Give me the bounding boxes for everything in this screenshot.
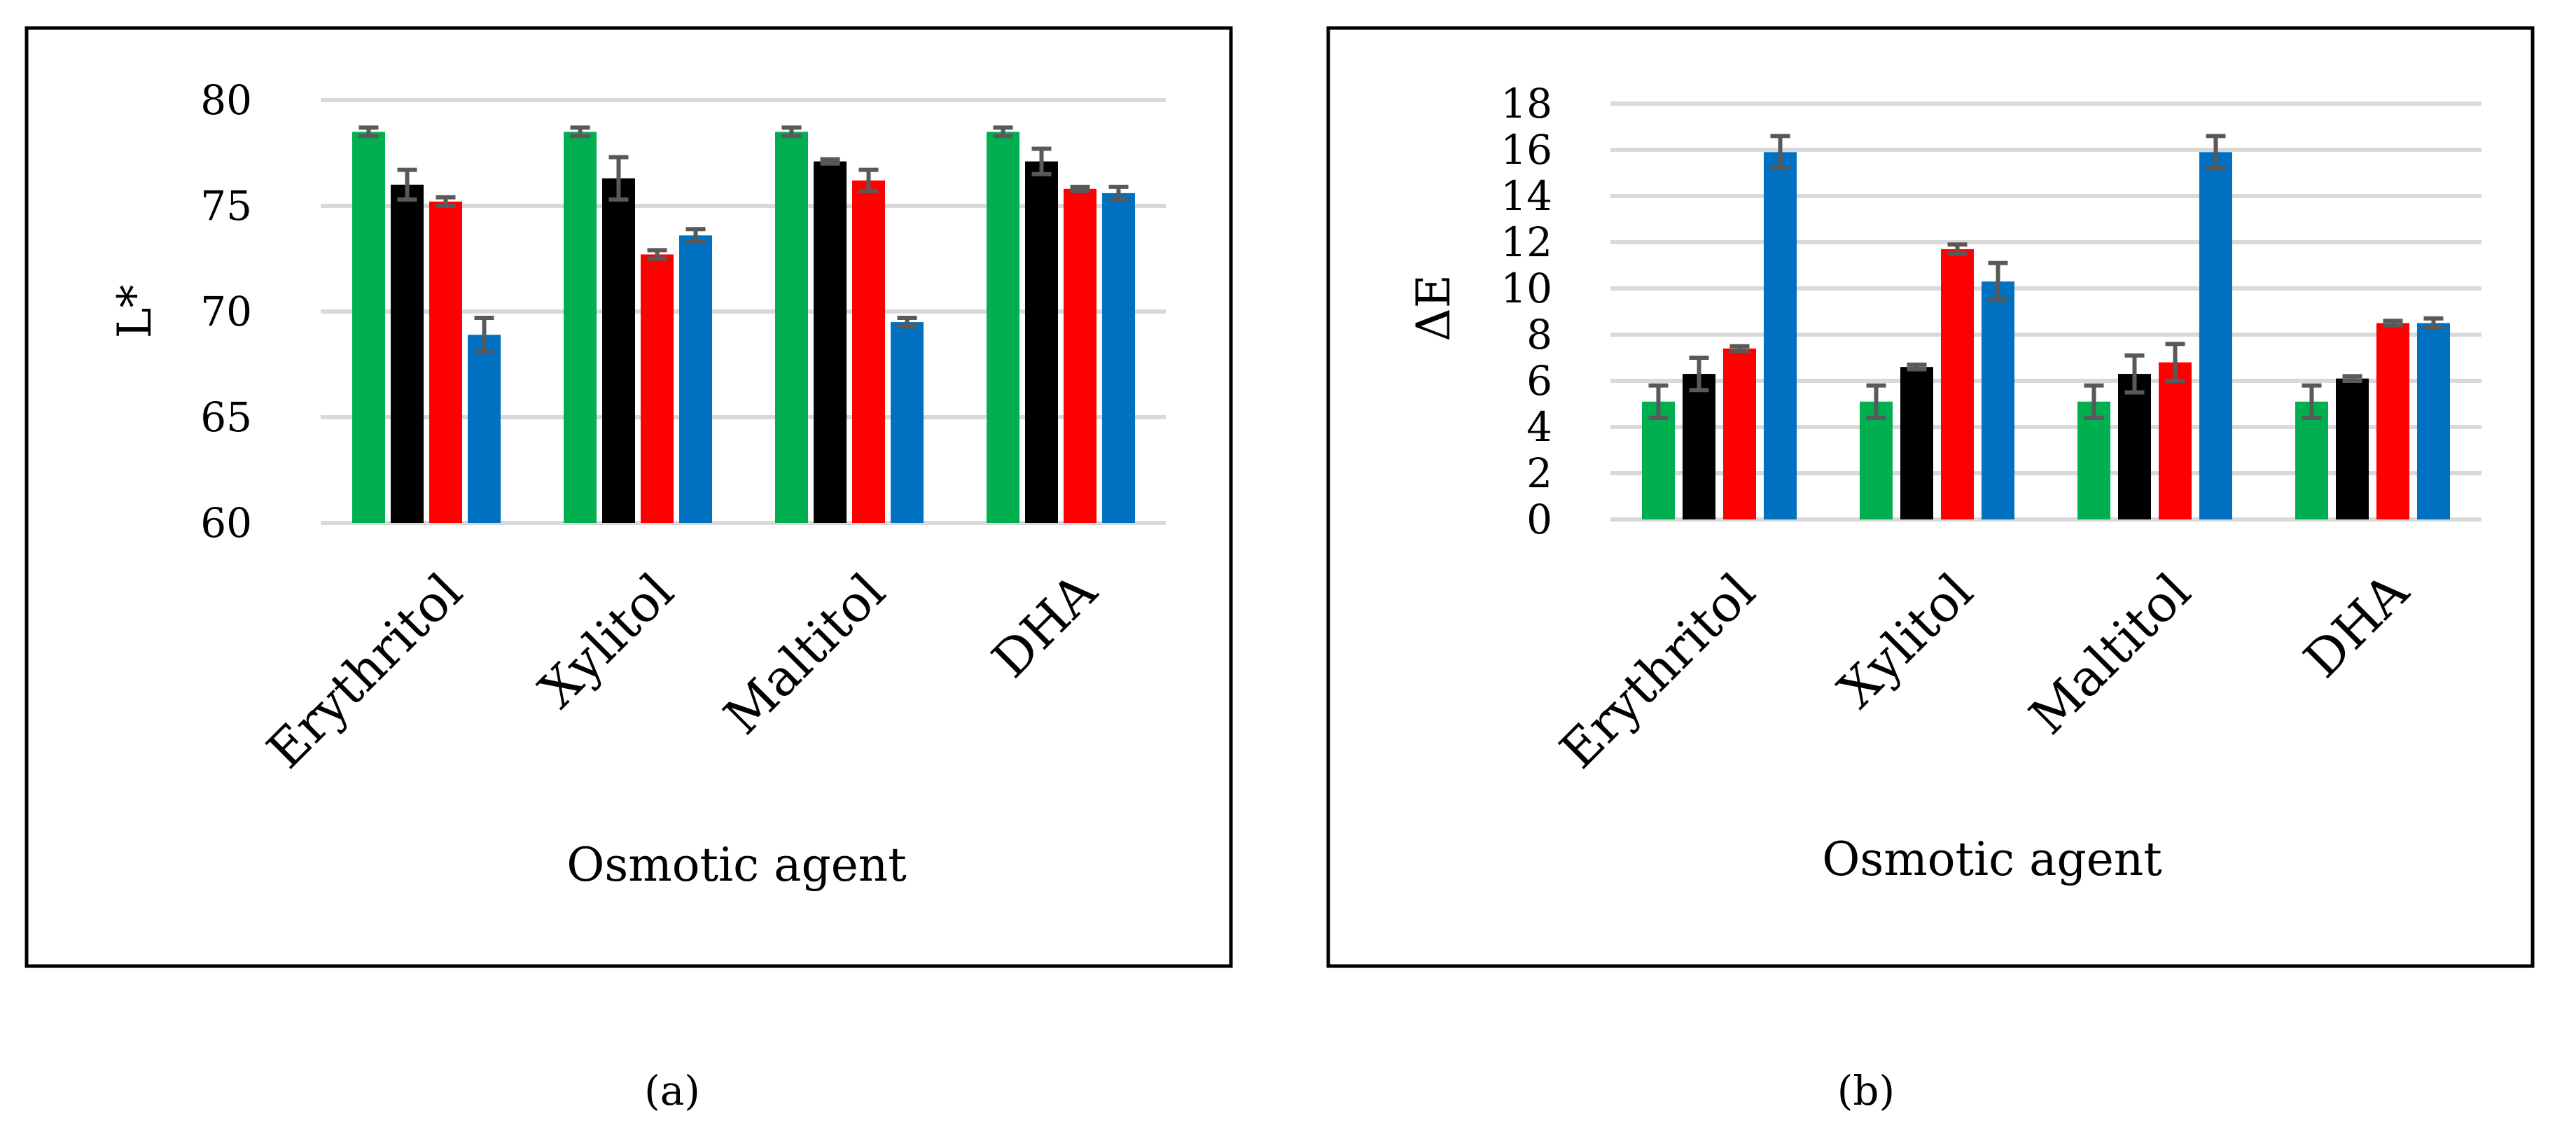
bar-a-maltitol-2 xyxy=(852,180,885,523)
bar-a-dha-2 xyxy=(1064,188,1096,523)
bar-b-maltitol-1 xyxy=(2118,374,2151,519)
bar-a-maltitol-1 xyxy=(814,161,847,523)
error-bar-b xyxy=(2084,383,2104,420)
error-bar-b xyxy=(1988,260,2008,302)
bar-b-maltitol-0 xyxy=(2077,401,2110,519)
panel-b: ΔE Osmotic agent (b) 024681012141618Eryt… xyxy=(1326,26,2535,1114)
error-bar-a xyxy=(474,316,494,354)
panel-a: L* Osmotic agent (a) 6065707580Erythrito… xyxy=(25,26,1233,1114)
bar-b-dha-2 xyxy=(2376,323,2409,519)
bar-a-xylitol-3 xyxy=(679,235,712,523)
error-bar-a xyxy=(1070,184,1090,193)
bar-b-dha-1 xyxy=(2336,378,2369,519)
error-bar-a xyxy=(358,125,379,139)
error-bar-b xyxy=(2206,134,2226,171)
bar-a-dha-3 xyxy=(1102,193,1135,523)
bar-a-xylitol-0 xyxy=(564,132,597,524)
error-bar-a xyxy=(1108,184,1129,202)
y-tick-label-b: 8 xyxy=(1526,311,1552,358)
panel-caption-b: (b) xyxy=(1837,1067,1895,1114)
error-bar-a xyxy=(1031,146,1052,176)
error-bar-b xyxy=(1947,242,1968,256)
error-bar-a xyxy=(397,167,417,202)
bar-b-erythritol-2 xyxy=(1723,348,1756,519)
bar-b-erythritol-1 xyxy=(1683,374,1715,519)
y-tick-label-b: 16 xyxy=(1501,126,1552,174)
error-bar-b xyxy=(1770,134,1790,171)
error-bar-b xyxy=(1689,356,1709,393)
error-bar-b xyxy=(2124,353,2145,395)
bar-a-erythritol-1 xyxy=(391,184,424,523)
error-bar-b xyxy=(1648,383,1669,420)
y-tick-label-a: 60 xyxy=(200,499,252,547)
bar-b-erythritol-0 xyxy=(1642,401,1675,519)
error-bar-a xyxy=(858,167,879,193)
y-tick-label-b: 12 xyxy=(1501,218,1552,266)
error-bar-a xyxy=(436,195,456,208)
bar-b-xylitol-3 xyxy=(1982,281,2014,519)
y-tick-label-b: 2 xyxy=(1526,449,1552,497)
error-bar-b xyxy=(2423,316,2444,330)
bar-a-dha-1 xyxy=(1025,161,1058,523)
bar-a-xylitol-1 xyxy=(602,178,635,524)
error-bar-a xyxy=(820,157,840,166)
y-tick-label-b: 10 xyxy=(1501,265,1552,312)
error-bar-b xyxy=(2342,374,2362,383)
bar-b-xylitol-1 xyxy=(1900,367,1933,519)
bar-a-xylitol-2 xyxy=(641,254,674,523)
bar-a-maltitol-0 xyxy=(775,132,808,524)
error-bar-b xyxy=(2165,342,2185,383)
y-tick-label-b: 4 xyxy=(1526,403,1552,451)
x-axis-label-a: Osmotic agent xyxy=(566,838,907,892)
bar-b-maltitol-3 xyxy=(2199,152,2232,520)
y-tick-label-b: 0 xyxy=(1526,496,1552,543)
y-tick-label-a: 70 xyxy=(200,288,252,335)
panel-caption-a: (a) xyxy=(644,1067,700,1114)
error-bar-a xyxy=(993,125,1013,139)
bar-b-maltitol-2 xyxy=(2159,362,2192,519)
bar-b-dha-3 xyxy=(2417,323,2450,519)
error-bar-a xyxy=(570,125,590,139)
y-tick-label-a: 65 xyxy=(200,393,252,441)
error-bar-a xyxy=(781,125,802,139)
error-bar-b xyxy=(1907,362,1927,372)
y-tick-label-b: 14 xyxy=(1501,172,1552,220)
bar-a-dha-0 xyxy=(987,132,1019,524)
bar-b-dha-0 xyxy=(2295,401,2328,519)
error-bar-a xyxy=(647,248,667,261)
x-axis-label-b: Osmotic agent xyxy=(1822,832,2162,886)
y-axis-label-b: ΔE xyxy=(1407,274,1461,342)
y-tick-label-a: 80 xyxy=(200,76,252,124)
bar-a-erythritol-3 xyxy=(468,335,501,523)
error-bar-a xyxy=(608,155,629,202)
bar-a-erythritol-0 xyxy=(352,132,385,524)
y-tick-label-a: 75 xyxy=(200,182,252,230)
bar-a-maltitol-3 xyxy=(891,322,924,523)
error-bar-a xyxy=(685,227,706,244)
bar-a-erythritol-2 xyxy=(429,201,462,523)
y-tick-label-b: 18 xyxy=(1501,80,1552,127)
error-bar-b xyxy=(1729,344,1750,354)
error-bar-b xyxy=(1866,383,1886,420)
y-tick-label-b: 6 xyxy=(1526,357,1552,405)
y-axis-label-a: L* xyxy=(108,285,162,339)
bar-b-erythritol-3 xyxy=(1764,152,1797,520)
bar-b-xylitol-0 xyxy=(1860,401,1893,519)
error-bar-b xyxy=(2383,319,2403,328)
bar-b-xylitol-2 xyxy=(1941,249,1974,519)
error-bar-b xyxy=(2302,383,2322,420)
error-bar-a xyxy=(897,316,917,329)
